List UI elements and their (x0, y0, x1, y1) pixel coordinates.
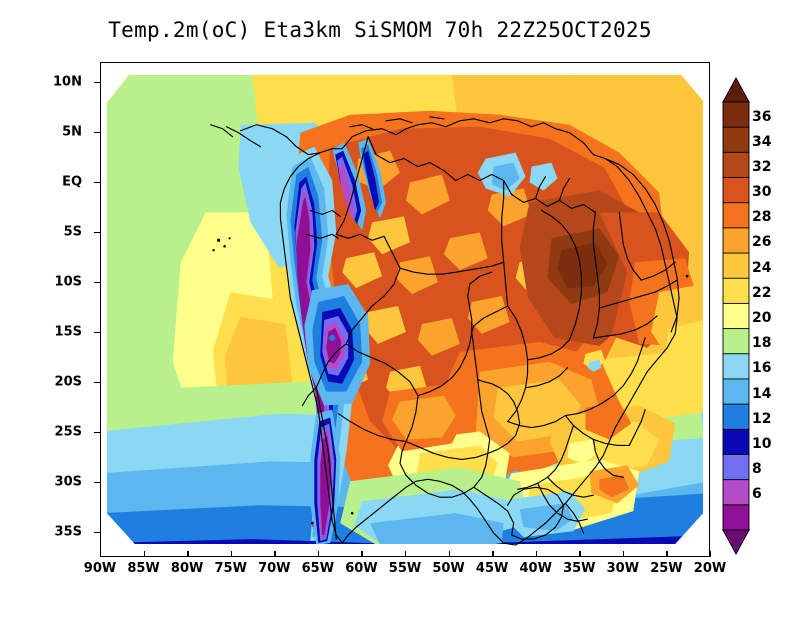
x-tick-mark (187, 551, 189, 557)
colorbar-tick-label: 14 (752, 385, 772, 402)
x-tick-mark (317, 551, 320, 557)
y-tick-mark (94, 382, 100, 384)
x-tick-mark (361, 551, 363, 557)
colorbar-band (722, 177, 750, 204)
y-tick-mark (94, 182, 100, 184)
colorbar-band (722, 353, 750, 380)
y-tick-mark (94, 232, 100, 234)
x-tick-mark (666, 551, 668, 557)
colorbar-tick-label: 6 (752, 486, 762, 503)
colorbar-tick-label: 36 (752, 108, 772, 125)
map-plot-area (100, 62, 710, 557)
x-tick-label: 70W (258, 561, 291, 576)
colorbar-tick-label: 12 (752, 410, 772, 427)
colorbar-band (722, 378, 750, 405)
x-tick-mark (274, 551, 276, 557)
x-tick-label: 25W (650, 561, 683, 576)
colorbar-band (722, 302, 750, 330)
y-tick-mark (94, 482, 100, 484)
colorbar-band (722, 428, 750, 456)
y-tick-label: 35S (54, 524, 82, 540)
y-tick-label: 10N (53, 74, 82, 90)
colorbar-band (722, 202, 750, 229)
colorbar-band (722, 403, 750, 431)
x-tick-mark (143, 551, 145, 557)
colorbar-tick-label: 8 (752, 461, 762, 478)
x-tick-label: 75W (214, 561, 247, 576)
y-tick-mark (94, 132, 100, 134)
x-tick-mark (622, 551, 625, 557)
colorbar-tick-label: 16 (752, 360, 772, 377)
x-tick-label: 40W (519, 561, 552, 576)
x-tick-label: 20W (693, 561, 727, 576)
colorbar-tick-label: 26 (752, 234, 772, 251)
y-tick-label: 5S (63, 224, 82, 240)
colorbar-tick-label: 20 (752, 310, 772, 326)
x-tick-mark (535, 551, 538, 557)
colorbar-band (722, 328, 750, 355)
colorbar-band (722, 277, 750, 305)
colorbar-tick-label: 18 (752, 335, 772, 352)
y-tick-label: 20S (54, 374, 82, 390)
colorbar-under-arrow (722, 529, 750, 556)
y-tick-mark (94, 282, 100, 284)
x-tick-mark (710, 551, 712, 557)
y-tick-mark (94, 82, 100, 84)
y-tick-label: EQ (62, 174, 82, 190)
x-tick-mark (405, 551, 407, 557)
colorbar-band (722, 504, 750, 531)
x-tick-label: 50W (432, 561, 465, 576)
colorbar-tick-label: 30 (752, 184, 772, 201)
colorbar-band (722, 252, 750, 280)
chart-title: Temp.2m(oC) Eta3km SiSMOM 70h 22Z25OCT20… (108, 18, 652, 42)
x-tick-label: 30W (606, 561, 640, 576)
x-tick-mark (230, 551, 233, 557)
colorbar-over-arrow (722, 76, 750, 103)
x-tick-mark (492, 551, 494, 557)
y-tick-label: 5N (62, 124, 82, 140)
x-tick-mark (579, 551, 581, 557)
colorbar-tick-label: 10 (752, 435, 772, 452)
y-tick-label: 30S (54, 474, 82, 490)
y-tick-label: 25S (54, 424, 82, 440)
colorbar-band (722, 454, 750, 481)
colorbar: 36 34 32 30 28 26 24 22 20 18 16 14 12 10 8 6 (718, 76, 798, 556)
temperature-field (101, 63, 709, 556)
x-tick-mark (100, 551, 102, 557)
colorbar-tick-label: 24 (752, 259, 772, 276)
colorbar-band (722, 101, 750, 129)
x-tick-label: 35W (563, 561, 596, 576)
colorbar-band (722, 479, 750, 506)
x-tick-label: 90W (83, 561, 117, 576)
y-tick-mark (94, 432, 100, 434)
colorbar-swatches (722, 76, 750, 556)
colorbar-tick-label: 32 (752, 158, 772, 175)
colorbar-band (722, 227, 750, 254)
colorbar-band (722, 126, 750, 154)
y-tick-mark (94, 332, 100, 334)
colorbar-tick-label: 22 (752, 284, 772, 301)
x-tick-label: 45W (475, 561, 509, 576)
colorbar-tick-label: 28 (752, 209, 772, 226)
x-tick-label: 60W (345, 561, 378, 576)
x-tick-label: 85W (127, 561, 160, 576)
y-tick-mark (94, 532, 100, 534)
y-tick-label: 10S (54, 274, 82, 290)
x-tick-label: 55W (388, 561, 422, 576)
x-tick-label: 80W (170, 561, 204, 576)
x-tick-label: 65W (301, 561, 335, 576)
y-tick-label: 15S (54, 324, 82, 340)
x-tick-mark (448, 551, 450, 557)
colorbar-band (722, 151, 750, 179)
colorbar-tick-label: 34 (752, 133, 772, 150)
